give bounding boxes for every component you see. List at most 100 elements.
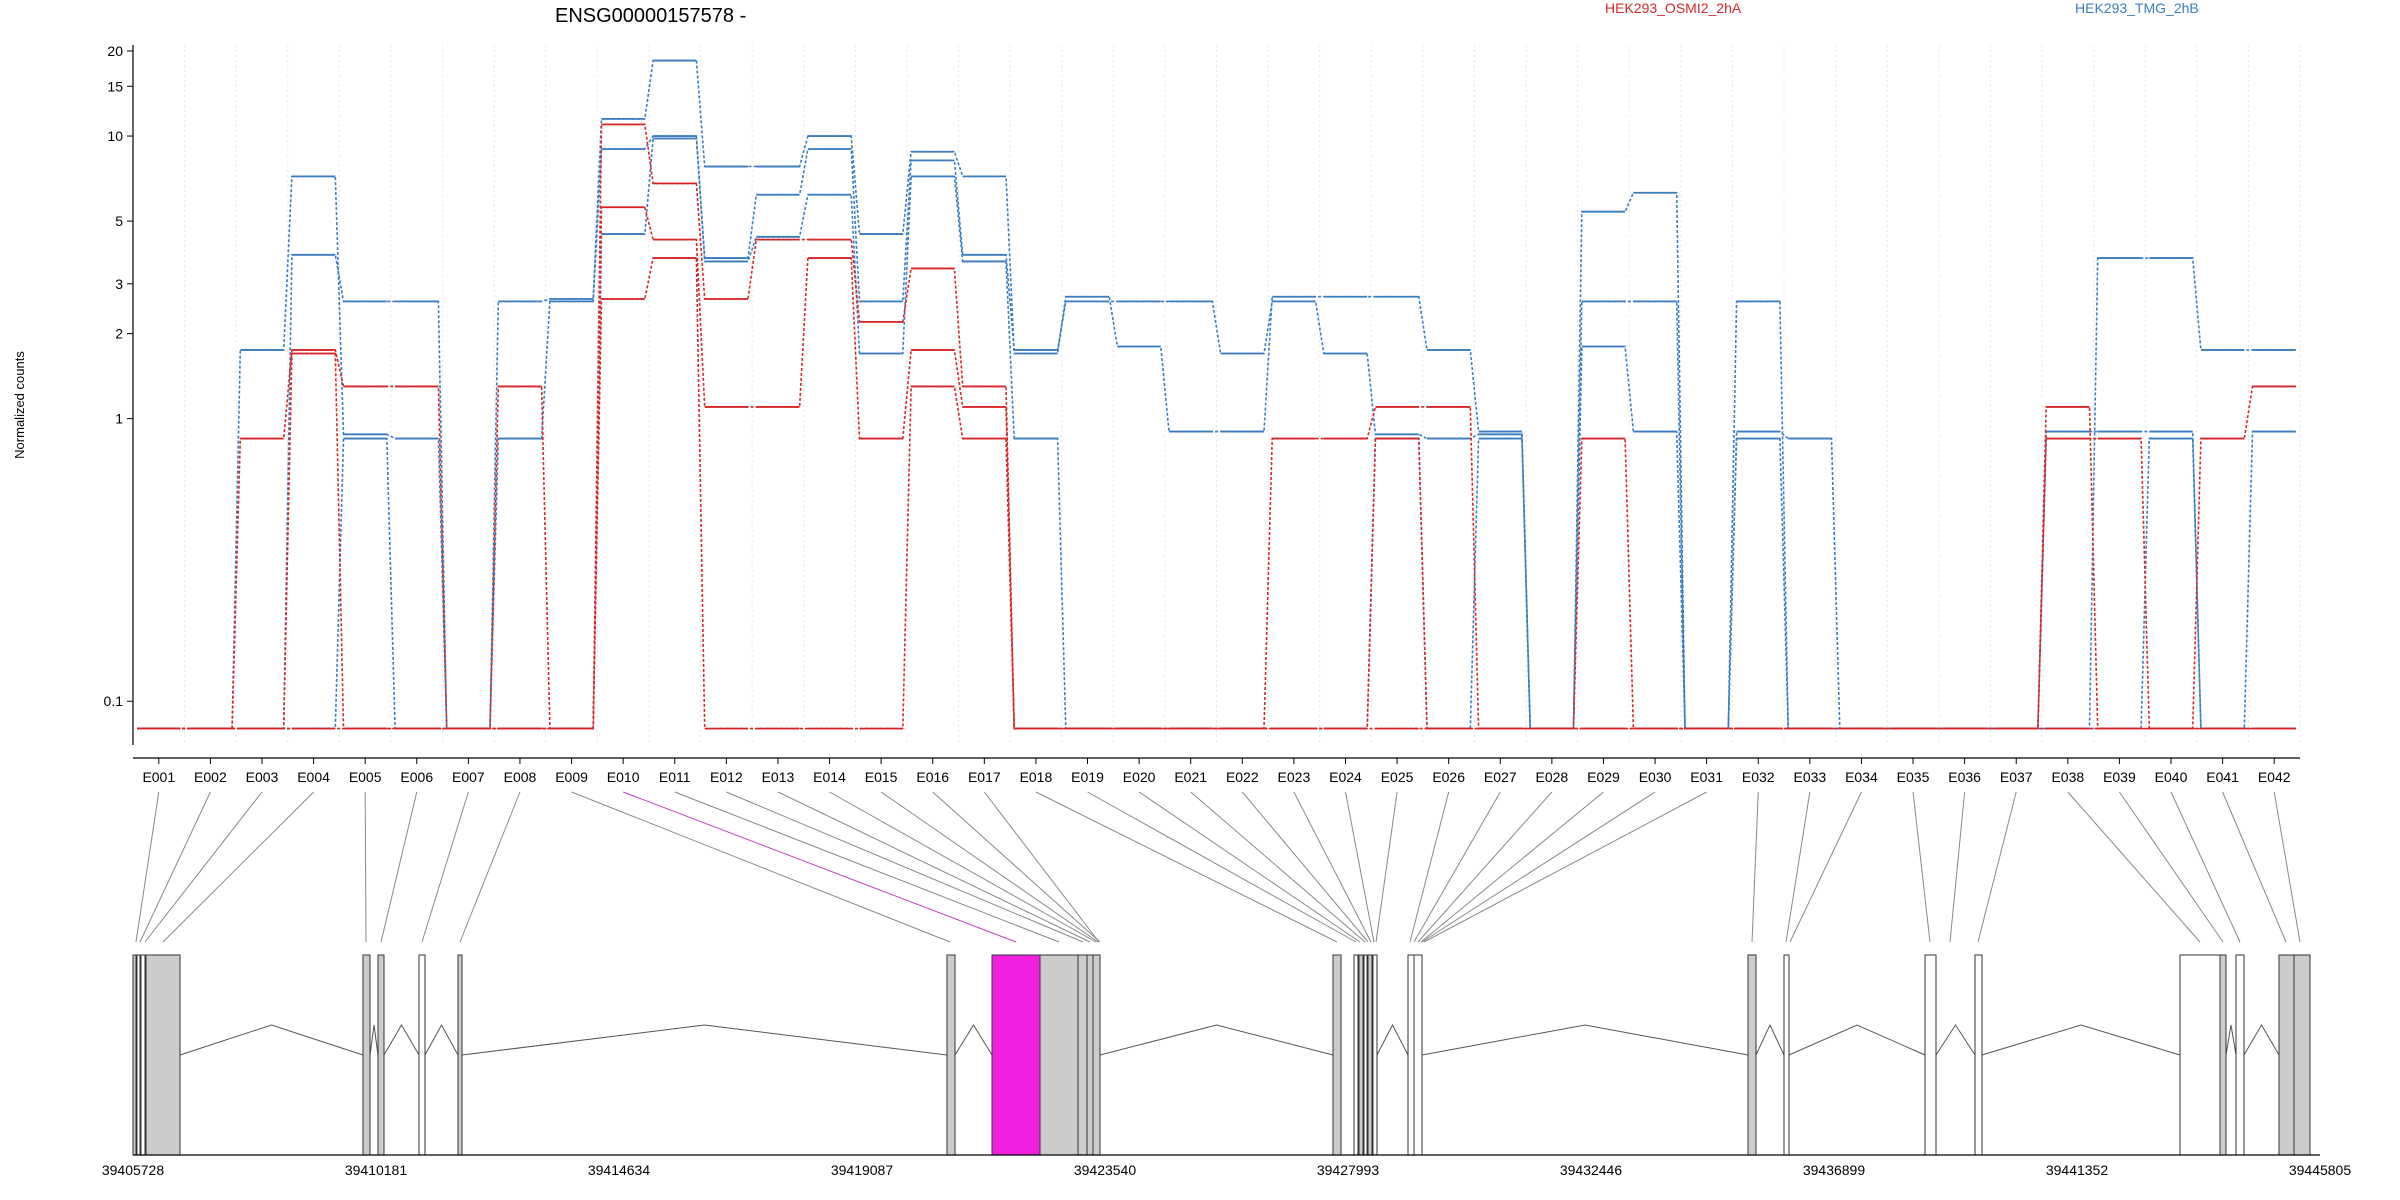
exon-connector <box>2273 791 2301 943</box>
genomic-coordinates: 39405728 39410181 39414634 39419087 39423540… <box>102 1162 2352 1178</box>
exon-connector <box>880 791 1099 943</box>
exon-connector <box>726 791 1084 943</box>
x-tick-label: E013 <box>762 769 795 785</box>
exon-block <box>1092 954 1101 1156</box>
exon-block <box>457 954 463 1156</box>
exon-connector <box>2067 791 2201 943</box>
intron-line <box>461 1024 948 1056</box>
exon-connector <box>380 791 418 943</box>
exon-connector <box>1420 791 1604 943</box>
x-tick-label: E040 <box>2155 769 2188 785</box>
exon-connector <box>139 791 211 943</box>
series-line <box>137 257 2296 730</box>
exon-connectors <box>135 791 2301 943</box>
x-tick-label: E017 <box>968 769 1001 785</box>
exon-block <box>2179 954 2221 1156</box>
exon-connector <box>1417 791 1553 943</box>
y-tick-label: 1 <box>115 411 123 427</box>
exon-connector <box>1190 791 1366 943</box>
exon-block <box>1077 954 1088 1156</box>
exon-connector <box>1344 791 1375 943</box>
x-tick-label: E002 <box>194 769 227 785</box>
x-tick-label: E005 <box>349 769 382 785</box>
series-line <box>137 135 2296 730</box>
x-tick-label: E042 <box>2258 769 2291 785</box>
x-tick-label: E001 <box>142 769 175 785</box>
exon-connector <box>162 791 314 943</box>
x-tick-label: E009 <box>555 769 588 785</box>
x-tick-label: E022 <box>1226 769 1259 785</box>
exon-connector <box>1409 791 1450 943</box>
exon-connector <box>1138 791 1361 943</box>
exon-block <box>377 954 385 1156</box>
exon-block <box>2278 954 2295 1156</box>
exon-block <box>1783 954 1790 1156</box>
intron-line <box>1788 1024 1926 1056</box>
x-tick-label: E027 <box>1484 769 1517 785</box>
exon-connector <box>1912 791 1931 943</box>
y-tick-label: 5 <box>115 213 123 229</box>
exon-connector <box>1375 791 1398 943</box>
x-tick-label: E011 <box>659 769 691 785</box>
exon-connector <box>1785 791 1811 943</box>
x-tick-label: E031 <box>1690 769 1723 785</box>
exon-connector <box>1293 791 1372 943</box>
exon-connector <box>1949 791 1966 943</box>
exon-connector <box>144 791 263 943</box>
series-lines <box>137 59 2296 730</box>
x-tick-label: E006 <box>400 769 433 785</box>
intron-line <box>954 1024 993 1056</box>
exon-connector <box>571 791 951 943</box>
intron-line <box>1376 1023 1409 1056</box>
exon-block <box>1372 954 1378 1156</box>
coordinate-label: 39414634 <box>588 1162 651 1178</box>
exon-connector <box>1413 791 1501 943</box>
exon-connector <box>1789 791 1862 943</box>
x-tick-label: E029 <box>1587 769 1620 785</box>
exon-block <box>1974 954 1983 1156</box>
y-tick-label: 2 <box>115 326 123 342</box>
legend-tmg: HEK293_TMG_2hB <box>2075 0 2199 16</box>
x-tick-label: E030 <box>1639 769 1672 785</box>
exon-connector <box>459 791 521 943</box>
x-tick-label: E028 <box>1536 769 1569 785</box>
y-tick-label: 15 <box>107 78 123 94</box>
x-tick-label: E033 <box>1793 769 1826 785</box>
exon-block <box>1413 954 1423 1156</box>
intron-line <box>369 1024 379 1056</box>
exon-block <box>1367 954 1373 1156</box>
exon-block <box>2219 954 2227 1156</box>
chart-title: ENSG00000157578 - <box>555 5 746 27</box>
intron-line <box>179 1024 364 1056</box>
series-5 <box>137 257 2296 730</box>
x-tick-label: E034 <box>1845 769 1878 785</box>
coordinate-label: 39436899 <box>1803 1162 1866 1178</box>
intron-line <box>2225 1024 2237 1056</box>
x-tick-label: E039 <box>2103 769 2136 785</box>
exon-block <box>1332 954 1342 1156</box>
intron-line <box>1755 1023 1785 1056</box>
exon-block <box>1358 954 1364 1156</box>
x-tick-label: E016 <box>916 769 949 785</box>
x-tick-label: E007 <box>452 769 485 785</box>
gene-model <box>132 954 2320 1156</box>
x-tick-label: E019 <box>1071 769 1104 785</box>
exon-connector <box>2222 791 2287 943</box>
exon-block <box>2293 954 2311 1156</box>
exon-block <box>1039 954 1079 1156</box>
coordinate-label: 39419087 <box>831 1162 894 1178</box>
y-tick-label: 3 <box>115 276 123 292</box>
coordinate-label: 39410181 <box>345 1162 408 1178</box>
y-axis-label: Normalized counts <box>12 351 27 459</box>
x-tick-label: E026 <box>1432 769 1465 785</box>
x-tick-label: E024 <box>1329 769 1362 785</box>
x-tick-label: E018 <box>1020 769 1053 785</box>
exon-block <box>1363 954 1368 1156</box>
x-tick-label: E023 <box>1278 769 1311 785</box>
exon-block <box>132 954 137 1156</box>
intron-line <box>2243 1024 2280 1056</box>
x-tick-label: E014 <box>813 769 846 785</box>
exon-block <box>1353 954 1359 1156</box>
x-tick-label: E020 <box>1123 769 1156 785</box>
